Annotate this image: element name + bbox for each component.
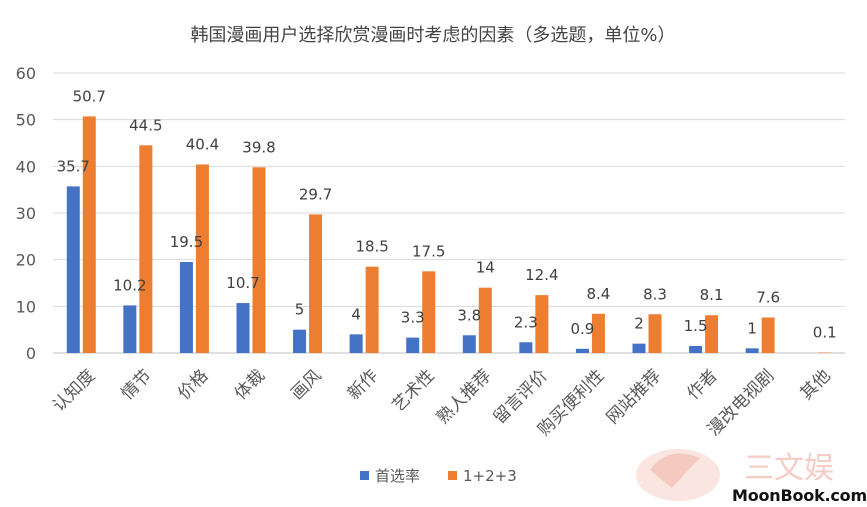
bar-first <box>349 334 363 353</box>
data-label: 40.4 <box>186 135 219 153</box>
bar-top3 <box>252 167 266 353</box>
y-tick-label: 40 <box>16 157 36 176</box>
data-label: 0.1 <box>813 324 837 342</box>
gridlines <box>53 72 845 354</box>
data-label: 0.9 <box>570 320 594 338</box>
bar-first <box>406 337 420 353</box>
bar-top3 <box>365 266 379 353</box>
data-label: 12.4 <box>525 266 558 284</box>
data-label: 3.8 <box>457 306 481 324</box>
y-tick-label: 50 <box>16 111 36 130</box>
x-tick-label: 情节 <box>118 366 156 404</box>
data-label: 14 <box>476 259 495 277</box>
y-tick-label: 60 <box>16 64 36 83</box>
data-label: 4 <box>351 305 361 323</box>
data-label: 2 <box>634 315 644 333</box>
bars <box>66 116 832 354</box>
x-tick-label: 熟人推荐 <box>432 365 495 428</box>
data-label: 3.3 <box>401 309 425 327</box>
data-label: 5 <box>295 301 305 319</box>
bar-top3 <box>82 116 96 354</box>
legend: 首选率 1+2+3 <box>360 467 517 485</box>
y-tick-label: 0 <box>26 344 36 363</box>
bar-first <box>575 348 589 353</box>
x-tick-label: 艺术性 <box>389 366 439 416</box>
bar-first <box>293 329 307 353</box>
x-tick-label: 其他 <box>797 366 835 404</box>
watermark-logo-text: 三文娱 <box>744 451 834 486</box>
data-label: 19.5 <box>170 233 203 251</box>
legend-swatch <box>448 471 457 480</box>
data-label: 8.4 <box>586 285 610 303</box>
data-label: 39.8 <box>242 138 275 156</box>
bar-top3 <box>705 315 719 353</box>
legend-swatch <box>360 471 369 480</box>
data-label: 8.1 <box>700 286 724 304</box>
data-labels: 35.750.710.244.519.540.410.739.8529.7418… <box>57 87 837 341</box>
bar-first <box>236 303 250 353</box>
legend-label: 首选率 <box>375 467 420 485</box>
data-label: 44.5 <box>129 116 162 134</box>
x-tick-label: 认知度 <box>49 366 99 416</box>
data-label: 50.7 <box>73 87 106 105</box>
data-label: 8.3 <box>643 285 667 303</box>
y-axis: 0 10 20 30 40 50 60 <box>16 64 36 363</box>
chart-title: 韩国漫画用户选择欣赏漫画时考虑的因素（多选题，单位%） <box>190 25 675 46</box>
y-tick-label: 30 <box>16 204 36 223</box>
y-tick-label: 20 <box>16 251 36 270</box>
bar-top3 <box>761 317 775 353</box>
data-label: 1 <box>747 319 757 337</box>
x-tick-label: 价格 <box>174 366 212 404</box>
data-label: 2.3 <box>514 313 538 331</box>
watermark-site: MoonBook.com <box>732 486 867 505</box>
x-tick-label: 画风 <box>287 366 325 404</box>
bar-first <box>179 262 193 353</box>
bar-first <box>632 343 646 353</box>
bar-top3 <box>535 295 549 353</box>
bar-top3 <box>195 164 209 353</box>
bar-first <box>66 186 80 353</box>
data-label: 7.6 <box>756 289 780 307</box>
x-tick-label: 新作 <box>344 366 382 404</box>
data-label: 17.5 <box>412 242 445 260</box>
bar-first <box>745 348 759 353</box>
data-label: 10.2 <box>113 276 146 294</box>
data-label: 35.7 <box>57 157 90 175</box>
legend-label: 1+2+3 <box>463 467 517 485</box>
bar-first <box>123 305 137 353</box>
bar-top3 <box>422 271 436 353</box>
bar-first <box>689 346 703 353</box>
bar-top3 <box>591 313 605 353</box>
y-tick-label: 10 <box>16 297 36 316</box>
data-label: 1.5 <box>684 317 708 335</box>
x-tick-label: 体裁 <box>231 366 269 404</box>
bar-top3 <box>478 287 492 353</box>
data-label: 29.7 <box>299 185 332 203</box>
bar-first <box>519 342 533 353</box>
bar-top3 <box>139 145 153 353</box>
data-label: 10.7 <box>226 274 259 292</box>
bar-top3 <box>648 314 662 353</box>
x-tick-label: 网站推荐 <box>603 366 665 428</box>
bar-top3 <box>309 214 323 353</box>
x-tick-label: 作者 <box>683 366 721 404</box>
watermark-logo: 三文娱 <box>636 449 834 501</box>
data-label: 18.5 <box>355 238 388 256</box>
bar-first <box>462 335 476 353</box>
